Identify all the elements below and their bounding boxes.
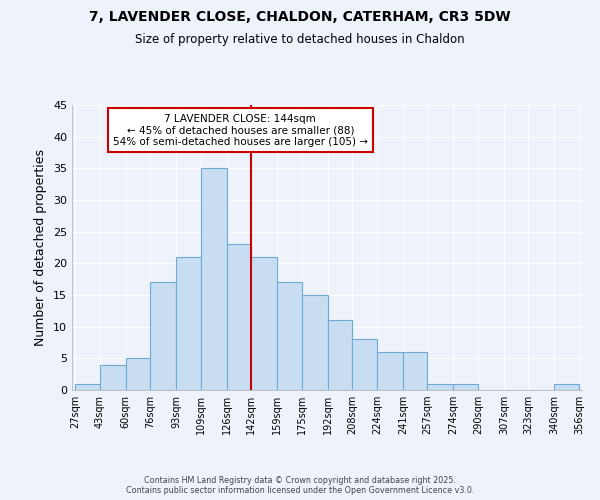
Bar bbox=[125, 358, 150, 390]
Text: Size of property relative to detached houses in Chaldon: Size of property relative to detached ho… bbox=[135, 32, 465, 46]
Bar bbox=[554, 384, 579, 390]
Text: 7 LAVENDER CLOSE: 144sqm
← 45% of detached houses are smaller (88)
54% of semi-d: 7 LAVENDER CLOSE: 144sqm ← 45% of detach… bbox=[113, 114, 368, 147]
Bar bbox=[454, 384, 478, 390]
Bar bbox=[427, 384, 454, 390]
Bar bbox=[377, 352, 403, 390]
Bar bbox=[251, 257, 277, 390]
Bar bbox=[227, 244, 251, 390]
Text: Contains HM Land Registry data © Crown copyright and database right 2025.
Contai: Contains HM Land Registry data © Crown c… bbox=[126, 476, 474, 495]
Bar bbox=[352, 340, 377, 390]
Bar bbox=[75, 384, 100, 390]
Bar bbox=[100, 364, 125, 390]
Y-axis label: Number of detached properties: Number of detached properties bbox=[34, 149, 47, 346]
Text: 7, LAVENDER CLOSE, CHALDON, CATERHAM, CR3 5DW: 7, LAVENDER CLOSE, CHALDON, CATERHAM, CR… bbox=[89, 10, 511, 24]
Bar bbox=[403, 352, 427, 390]
Bar bbox=[200, 168, 227, 390]
Bar bbox=[277, 282, 302, 390]
Bar bbox=[150, 282, 176, 390]
Bar bbox=[176, 257, 200, 390]
Bar bbox=[328, 320, 352, 390]
Bar bbox=[302, 295, 328, 390]
